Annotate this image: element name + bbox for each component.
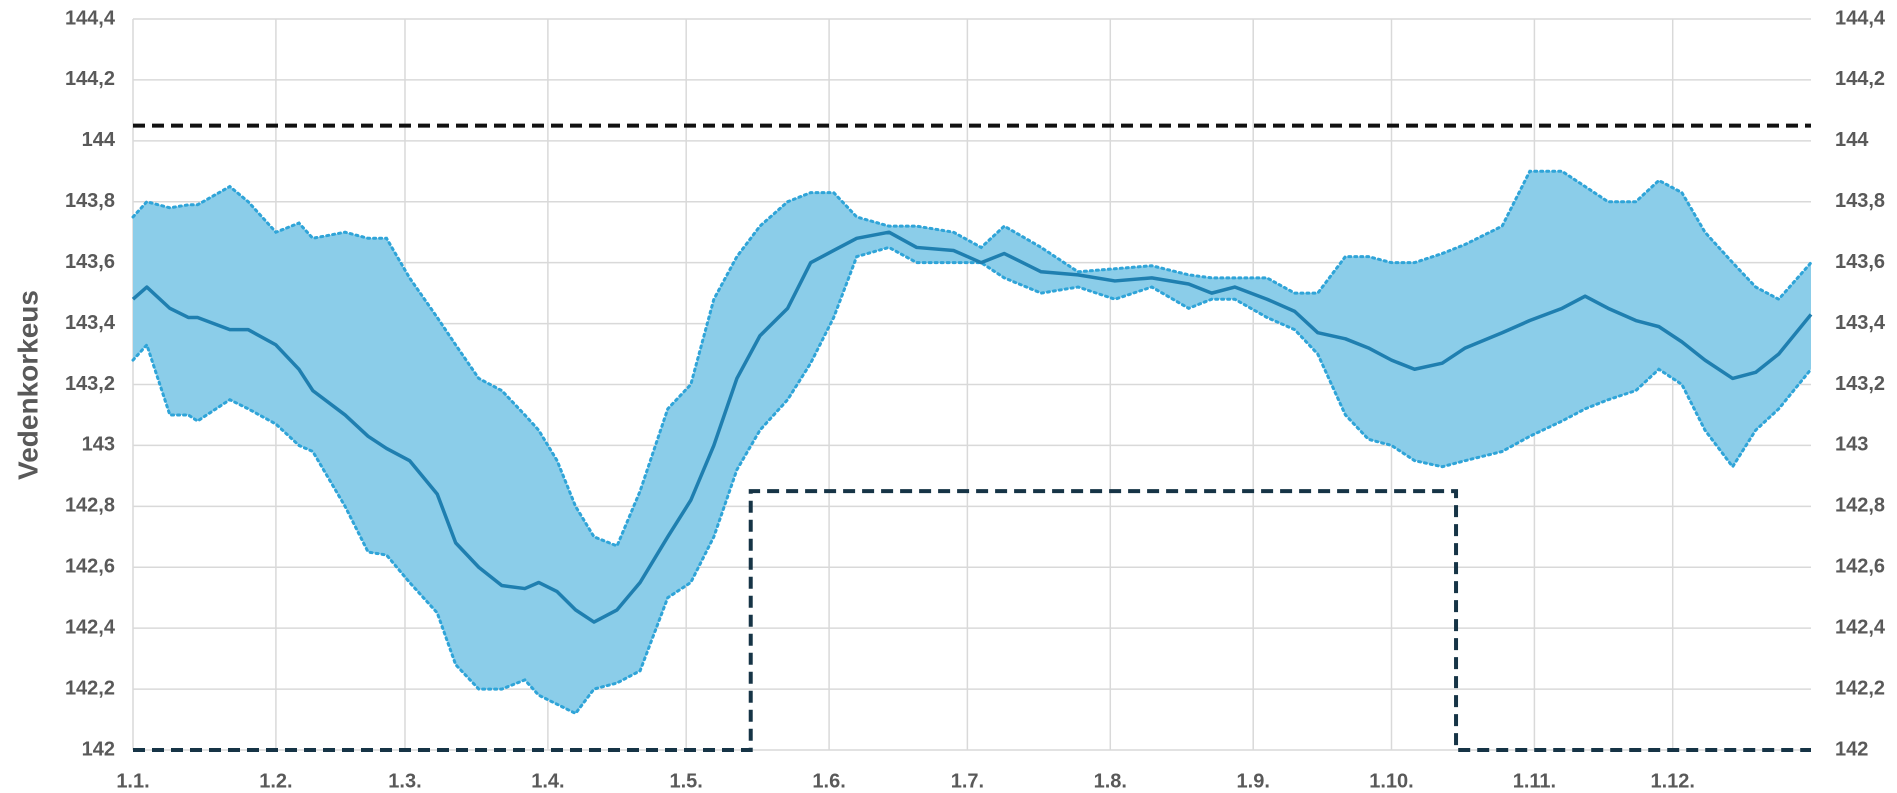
y2-tick-label: 143,8	[1835, 190, 1885, 212]
x-tick-label: 1.12.	[1650, 770, 1694, 792]
y2-tick-label: 144,2	[1835, 68, 1885, 90]
y-tick-label: 143,6	[65, 251, 115, 273]
y-tick-label: 143,2	[65, 373, 115, 395]
x-tick-label: 1.7.	[951, 770, 984, 792]
y-tick-label: 143,8	[65, 190, 115, 212]
y-tick-label: 143	[82, 434, 115, 456]
band-edge	[131, 169, 1813, 548]
x-tick-label: 1.9.	[1237, 770, 1270, 792]
x-tick-label: 1.3.	[388, 770, 421, 792]
y2-tick-label: 143,6	[1835, 251, 1885, 273]
x-tick-label: 1.5.	[670, 770, 703, 792]
y2-tick-label: 144	[1835, 129, 1869, 151]
y2-tick-label: 143	[1835, 434, 1868, 456]
x-tick-label: 1.4.	[531, 770, 564, 792]
mean-line	[131, 230, 1813, 624]
y2-tick-label: 142,2	[1835, 677, 1885, 699]
reference-line	[133, 489, 1811, 752]
y-tick-label: 142,6	[65, 556, 115, 578]
y-tick-label: 144,4	[65, 7, 116, 29]
y2-tick-label: 144,4	[1835, 7, 1886, 29]
y-tick-label: 143,4	[65, 312, 116, 334]
x-tick-label: 1.10.	[1369, 770, 1413, 792]
y-tick-label: 142,4	[65, 616, 116, 638]
band-edge	[131, 245, 1813, 716]
y2-tick-label: 142,8	[1835, 495, 1885, 517]
y-tick-label: 142	[82, 738, 115, 760]
x-tick-label: 1.8.	[1094, 770, 1127, 792]
y-tick-label: 144	[82, 129, 116, 151]
y-tick-label: 142,8	[65, 495, 115, 517]
y2-tick-label: 142,4	[1835, 616, 1886, 638]
y2-tick-label: 143,4	[1835, 312, 1886, 334]
y-tick-label: 144,2	[65, 68, 115, 90]
y2-tick-label: 142,6	[1835, 556, 1885, 578]
x-tick-label: 1.6.	[812, 770, 845, 792]
range-band	[133, 171, 1811, 714]
y2-tick-label: 142	[1835, 738, 1868, 760]
x-tick-label: 1.1.	[116, 770, 149, 792]
x-tick-label: 1.11.	[1513, 770, 1556, 792]
y2-tick-label: 143,2	[1835, 373, 1885, 395]
y-tick-label: 142,2	[65, 677, 115, 699]
x-tick-label: 1.2.	[259, 770, 292, 792]
y-axis-label: Vedenkorkeus	[12, 290, 43, 480]
